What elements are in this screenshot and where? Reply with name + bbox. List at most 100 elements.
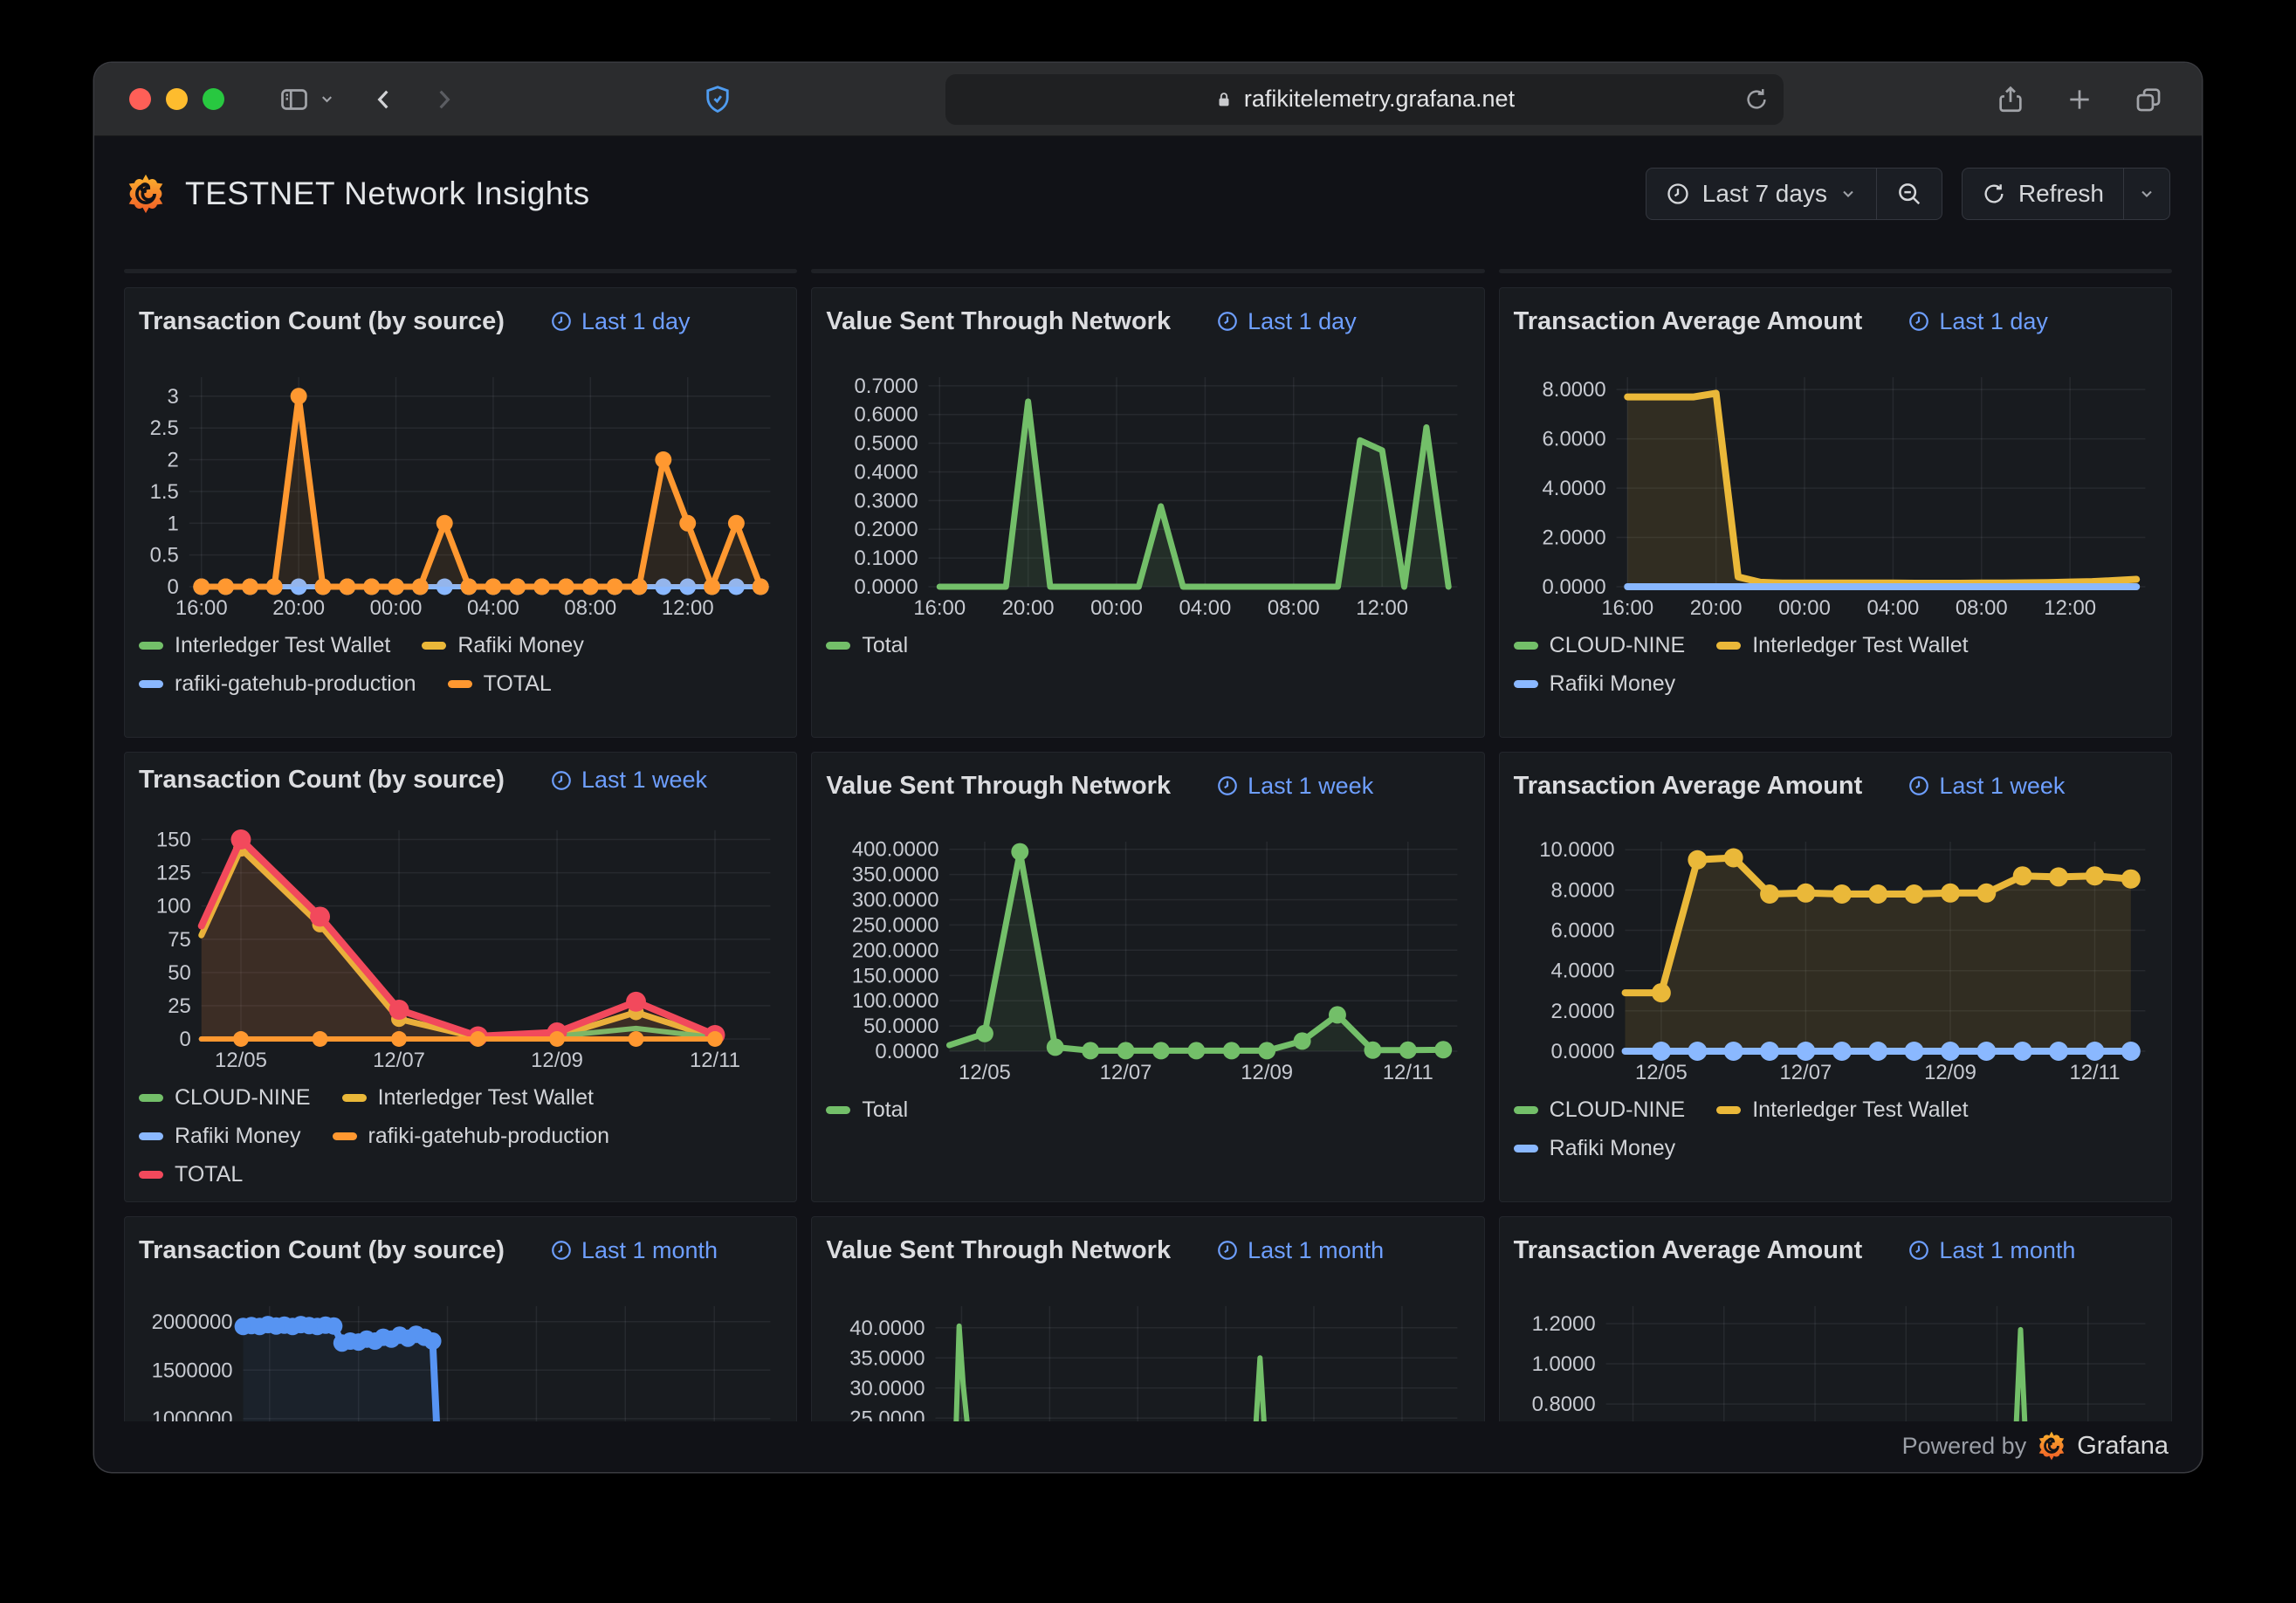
svg-text:0.4000: 0.4000 [855, 460, 918, 484]
legend-item[interactable]: Interledger Test Wallet [1716, 1095, 1969, 1125]
panel-time-range-link[interactable]: Last 1 day [550, 308, 691, 335]
panel-title[interactable]: Value Sent Through Network [826, 771, 1172, 800]
svg-text:1.5: 1.5 [150, 480, 179, 504]
legend-item[interactable]: Rafiki Money [1513, 669, 1676, 698]
legend-label: TOTAL [483, 671, 552, 696]
legend-item[interactable]: Total [826, 630, 908, 660]
svg-text:1.0000: 1.0000 [1531, 1352, 1595, 1376]
panel-time-range-link[interactable]: Last 1 day [1908, 308, 2048, 335]
row-separator[interactable] [811, 269, 1485, 273]
clock-icon [1909, 312, 1929, 331]
panel-title[interactable]: Transaction Average Amount [1513, 1235, 1863, 1264]
refresh-interval-button[interactable] [2123, 169, 2169, 219]
panel-grid: Transaction Count (by source) Last 1 day… [124, 287, 2172, 1421]
panel-time-range-link[interactable]: Last 1 month [1216, 1237, 1384, 1264]
panel-time-range-link[interactable]: Last 1 day [1216, 308, 1357, 335]
zoom-out-time-button[interactable] [1875, 169, 1942, 219]
legend-label: Rafiki Money [175, 1124, 301, 1148]
address-bar[interactable]: rafikitelemetry.grafana.net [945, 73, 1784, 125]
panel-chart[interactable]: 0 25 50 75 100 125 150 12/05 12/07 12/09 12/11 [139, 795, 782, 1074]
legend-item[interactable]: Total [826, 1095, 908, 1125]
svg-text:2000000: 2000000 [152, 1311, 233, 1334]
panel-title[interactable]: Transaction Average Amount [1513, 771, 1863, 800]
sidebar-chevron-button[interactable] [319, 91, 335, 107]
panel-legend: Interledger Test Wallet Rafiki Money rafik… [139, 630, 782, 698]
panel-title[interactable]: Value Sent Through Network [826, 306, 1172, 335]
panel-title[interactable]: Transaction Count (by source) [139, 1235, 505, 1264]
chevron-down-icon [2141, 190, 2152, 197]
chevron-left-icon [377, 90, 388, 108]
svg-text:1: 1 [168, 512, 179, 535]
lock-icon [1219, 92, 1229, 106]
panel-chart[interactable]: 0.0000 0.1000 0.2000 0.3000 0.4000 0.5000 0.60… [826, 342, 1469, 622]
row-separator[interactable] [1498, 269, 2172, 273]
svg-text:4.0000: 4.0000 [1542, 477, 1605, 500]
legend-label: Interledger Test Wallet [377, 1085, 594, 1110]
zoom-window-button[interactable] [203, 88, 224, 110]
legend-swatch [332, 1132, 357, 1140]
panel-time-range-link[interactable]: Last 1 month [550, 1237, 718, 1264]
panel-time-range-link[interactable]: Last 1 week [550, 767, 707, 794]
legend-label: CLOUD-NINE [1549, 1097, 1686, 1122]
panel-time-range-link[interactable]: Last 1 month [1908, 1237, 2075, 1264]
privacy-report-button[interactable] [702, 84, 733, 115]
svg-text:3: 3 [168, 385, 179, 409]
share-button[interactable] [1996, 85, 2025, 114]
refresh-button[interactable]: Refresh [1963, 169, 2123, 219]
legend-item[interactable]: TOTAL [139, 1159, 243, 1189]
legend-item[interactable]: rafiki-gatehub-production [332, 1121, 609, 1151]
legend-item[interactable]: TOTAL [447, 669, 552, 698]
panel-title[interactable]: Transaction Count (by source) [139, 306, 505, 335]
sidebar-toggle-button[interactable] [278, 84, 310, 115]
svg-text:12/05: 12/05 [215, 1049, 267, 1072]
legend-item[interactable]: Rafiki Money [1513, 1133, 1675, 1163]
tab-overview-button[interactable] [2134, 85, 2163, 114]
panel-title[interactable]: Transaction Count (by source) [139, 766, 505, 795]
time-range-picker-button[interactable]: Last 7 days [1646, 169, 1876, 219]
svg-text:12/07: 12/07 [373, 1049, 425, 1072]
panel-chart[interactable]: 25.0000 30.0000 35.0000 40.0000 [826, 1271, 1469, 1421]
forward-button[interactable] [430, 86, 457, 114]
back-button[interactable] [370, 86, 398, 114]
panel-chart[interactable]: 0.0000 2.0000 4.0000 6.0000 8.0000 10.0000 12/… [1514, 807, 2157, 1086]
svg-text:350.0000: 350.0000 [852, 863, 939, 887]
svg-text:100.0000: 100.0000 [852, 989, 939, 1013]
svg-text:04:00: 04:00 [467, 596, 519, 620]
legend-item[interactable]: CLOUD-NINE [139, 1083, 311, 1112]
grafana-brand-text[interactable]: Grafana [2077, 1431, 2169, 1460]
close-window-button[interactable] [129, 88, 151, 110]
panel-header: Transaction Count (by source) Last 1 wee… [139, 765, 782, 795]
legend-item[interactable]: rafiki-gatehub-production [139, 669, 416, 698]
panel-title[interactable]: Transaction Average Amount [1513, 306, 1863, 335]
dashboard-viewport: TESTNET Network Insights Last 7 days [94, 136, 2202, 1421]
panel-chart[interactable]: 0 0.5 1 1.5 2 2.5 3 16:00 20:00 00:00 04:00 08:00 12… [139, 342, 782, 622]
legend-item[interactable]: CLOUD-NINE [1513, 1095, 1686, 1125]
legend-row: CLOUD-NINE Interledger Test Wallet [139, 1083, 782, 1112]
panel-title[interactable]: Value Sent Through Network [826, 1235, 1172, 1264]
reload-button[interactable] [1743, 86, 1770, 119]
panel-chart[interactable]: 1000000 1500000 2000000 [139, 1271, 782, 1421]
svg-text:0.1000: 0.1000 [855, 547, 918, 570]
svg-text:2: 2 [168, 448, 179, 471]
svg-text:150.0000: 150.0000 [852, 964, 939, 987]
panel-chart[interactable]: 0.0000 2.0000 4.0000 6.0000 8.0000 16:00 20:00… [1514, 342, 2157, 622]
panel-legend: CLOUD-NINE Interledger Test Wallet Rafiki … [139, 1083, 782, 1189]
row-separator[interactable] [124, 269, 798, 273]
minimize-window-button[interactable] [166, 88, 188, 110]
legend-item[interactable]: Interledger Test Wallet [1716, 630, 1969, 660]
legend-item[interactable]: Interledger Test Wallet [139, 630, 390, 660]
legend-item[interactable]: Rafiki Money [422, 630, 584, 660]
panel-chart[interactable]: 0.8000 1.0000 1.2000 [1514, 1271, 2157, 1421]
panel-time-range-link[interactable]: Last 1 week [1216, 773, 1373, 800]
svg-text:08:00: 08:00 [1268, 596, 1320, 620]
legend-item[interactable]: Rafiki Money [139, 1121, 301, 1151]
panel-time-range-link[interactable]: Last 1 week [1908, 773, 2065, 800]
panel-chart[interactable]: 0.000050.0000100.0000150.0000200.0000250… [826, 807, 1469, 1086]
legend-label: Rafiki Money [1549, 671, 1676, 696]
legend-item[interactable]: Interledger Test Wallet [341, 1083, 594, 1112]
clock-icon [1909, 776, 1929, 795]
svg-text:1.2000: 1.2000 [1531, 1312, 1595, 1336]
svg-text:12/11: 12/11 [2069, 1061, 2120, 1084]
legend-item[interactable]: CLOUD-NINE [1513, 630, 1685, 660]
new-tab-button[interactable] [2066, 86, 2093, 114]
